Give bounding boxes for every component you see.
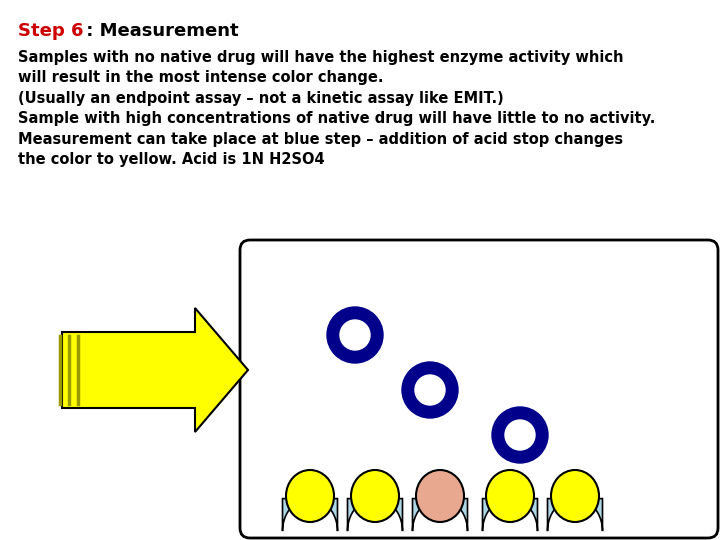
Polygon shape [282, 498, 338, 531]
Polygon shape [348, 498, 402, 531]
Ellipse shape [286, 470, 334, 522]
Text: : Measurement: : Measurement [80, 22, 238, 40]
Polygon shape [482, 498, 538, 531]
Ellipse shape [551, 470, 599, 522]
Ellipse shape [351, 470, 399, 522]
Text: Samples with no native drug will have the highest enzyme activity which
will res: Samples with no native drug will have th… [18, 50, 655, 167]
Ellipse shape [416, 470, 464, 522]
Circle shape [492, 407, 548, 463]
Circle shape [327, 307, 383, 363]
Polygon shape [413, 498, 467, 531]
Circle shape [402, 362, 458, 418]
Text: Step 6: Step 6 [18, 22, 84, 40]
Polygon shape [62, 308, 248, 432]
Ellipse shape [486, 470, 534, 522]
Circle shape [415, 375, 445, 405]
Circle shape [505, 420, 535, 450]
Polygon shape [547, 498, 603, 531]
Circle shape [340, 320, 370, 350]
FancyBboxPatch shape [240, 240, 718, 538]
